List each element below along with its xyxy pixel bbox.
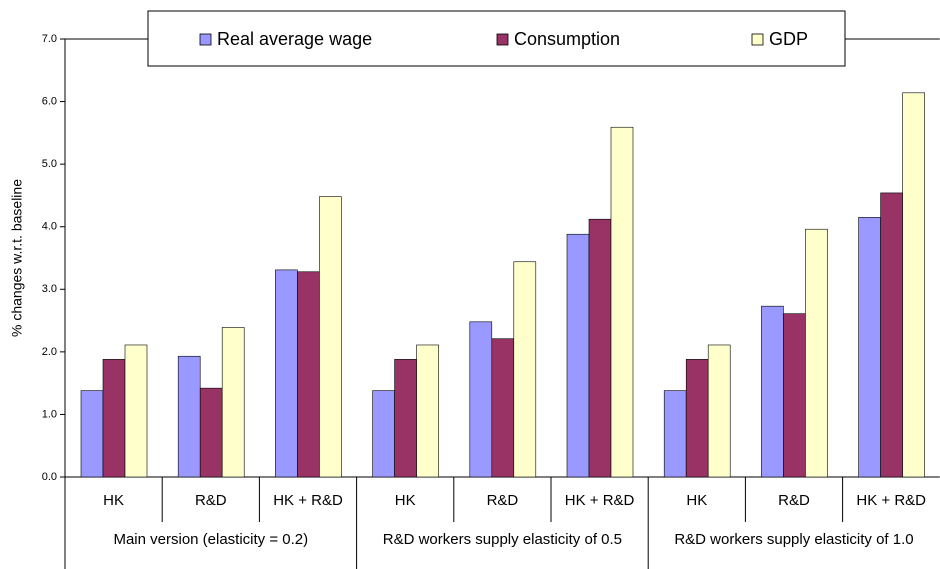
group-label: R&D workers supply elasticity of 0.5 <box>382 531 623 548</box>
bar <box>761 305 784 478</box>
bar <box>663 390 687 478</box>
bar <box>297 271 320 478</box>
legend-box <box>147 10 846 67</box>
y-axis-label: % changes w.r.t. baseline <box>9 179 25 337</box>
bar <box>902 92 925 478</box>
group-label-box: Main version (elasticity = 0.2) <box>113 531 309 548</box>
bar <box>858 217 881 478</box>
x-tick-label: HK <box>103 492 124 509</box>
group-label: R&D workers supply elasticity of 1.0 <box>674 531 914 548</box>
bar <box>566 233 590 478</box>
legend-label: GDP <box>769 29 808 49</box>
legend-swatch <box>751 33 764 46</box>
bar <box>588 218 612 478</box>
legend-swatch <box>496 33 509 46</box>
bar <box>102 359 126 478</box>
bar <box>221 327 245 478</box>
bar <box>491 338 515 478</box>
legend-label: Real average wage <box>217 29 372 49</box>
bar <box>416 344 439 478</box>
y-tick-label: 2.0 <box>42 346 57 358</box>
bar <box>80 390 104 478</box>
bar <box>685 359 709 478</box>
bar <box>880 192 903 478</box>
x-tick-label: HK + R&D <box>856 492 926 509</box>
legend-label: Consumption <box>514 29 620 49</box>
bar <box>177 355 201 478</box>
y-tick-label: 3.0 <box>42 283 57 295</box>
bar <box>513 261 537 478</box>
x-tick-label: HK + R&D <box>565 492 635 509</box>
y-tick-label: 5.0 <box>42 158 57 170</box>
y-tick-label: 1.0 <box>42 408 57 420</box>
bar <box>610 126 634 478</box>
x-tick-label: R&D <box>195 492 227 509</box>
bar <box>805 228 828 478</box>
bar <box>199 387 223 478</box>
y-tick-label: 6.0 <box>42 95 57 107</box>
group-label-box: R&D workers supply elasticity of 0.5 <box>382 531 623 548</box>
x-tick-label: R&D <box>487 492 519 509</box>
y-tick-label: 4.0 <box>42 221 57 233</box>
bar <box>372 390 395 478</box>
bar <box>319 196 342 478</box>
y-tick-label: 0.0 <box>42 471 57 483</box>
bar <box>783 313 806 478</box>
y-tick-label: 7.0 <box>42 33 57 45</box>
bar <box>275 269 298 478</box>
bar <box>707 344 731 478</box>
legend-swatch <box>199 33 212 46</box>
x-tick-label: HK <box>395 492 416 509</box>
x-tick-label: HK <box>686 492 707 509</box>
bar <box>124 344 148 478</box>
bar <box>469 321 493 478</box>
x-tick-label: R&D <box>778 492 810 509</box>
group-label: Main version (elasticity = 0.2) <box>113 531 309 548</box>
bar <box>394 359 417 478</box>
x-tick-label: HK + R&D <box>273 492 343 509</box>
group-label-box: R&D workers supply elasticity of 1.0 <box>674 531 914 548</box>
